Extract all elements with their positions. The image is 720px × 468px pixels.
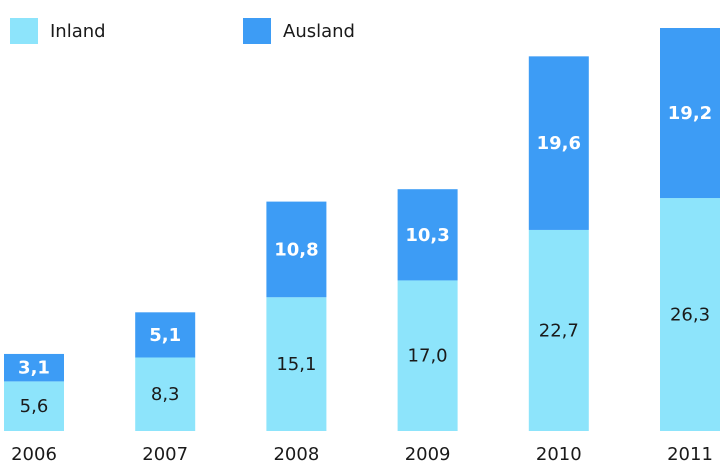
data-label: 19,6	[537, 133, 581, 154]
bar-segment	[266, 297, 327, 431]
data-label: 22,7	[539, 320, 579, 341]
data-label: 26,3	[670, 305, 710, 326]
data-label: 5,1	[149, 325, 181, 346]
legend-swatch	[243, 18, 271, 44]
x-tick-label: 2007	[142, 444, 188, 465]
x-tick-label: 2008	[273, 444, 319, 465]
bar-segment	[660, 28, 720, 199]
bar-segment	[4, 381, 64, 431]
data-label: 15,1	[276, 354, 316, 375]
bar-segment	[397, 189, 458, 281]
data-label: 10,3	[405, 225, 449, 246]
bar-segment	[4, 353, 64, 382]
bar-segment	[397, 280, 458, 431]
data-label: 5,6	[20, 396, 49, 417]
bar-segment	[528, 56, 589, 230]
bar-segment	[266, 201, 327, 298]
legend-swatch	[10, 18, 38, 44]
bar-segment	[135, 312, 196, 358]
x-tick-label: 2009	[405, 444, 451, 465]
x-tick-label: 2010	[536, 444, 582, 465]
data-label: 10,8	[274, 239, 318, 260]
bar-segment	[660, 198, 720, 431]
x-tick-label: 2011	[667, 444, 713, 465]
legend-label: Inland	[50, 21, 106, 42]
data-label: 17,0	[408, 346, 448, 367]
data-label: 19,2	[668, 103, 712, 124]
bar-segment	[135, 357, 196, 431]
legend-label: Ausland	[283, 21, 355, 42]
x-tick-label: 2006	[11, 444, 57, 465]
data-label: 8,3	[151, 384, 180, 405]
data-label: 3,1	[18, 358, 50, 379]
bar-segment	[528, 229, 589, 431]
